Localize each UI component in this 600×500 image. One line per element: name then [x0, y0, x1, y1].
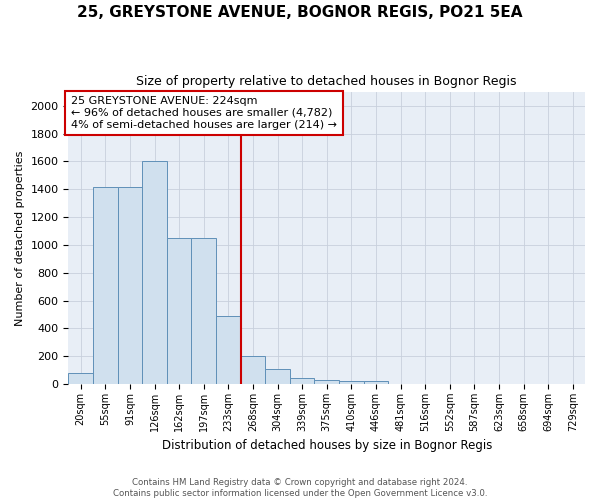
- Bar: [142, 162, 167, 384]
- X-axis label: Distribution of detached houses by size in Bognor Regis: Distribution of detached houses by size …: [161, 440, 492, 452]
- Text: 25, GREYSTONE AVENUE, BOGNOR REGIS, PO21 5EA: 25, GREYSTONE AVENUE, BOGNOR REGIS, PO21…: [77, 5, 523, 20]
- Bar: [191, 238, 216, 384]
- Text: Contains HM Land Registry data © Crown copyright and database right 2024.
Contai: Contains HM Land Registry data © Crown c…: [113, 478, 487, 498]
- Bar: [118, 186, 142, 384]
- Bar: [167, 238, 191, 384]
- Y-axis label: Number of detached properties: Number of detached properties: [15, 150, 25, 326]
- Bar: [216, 316, 241, 384]
- Bar: [93, 186, 118, 384]
- Text: 25 GREYSTONE AVENUE: 224sqm
← 96% of detached houses are smaller (4,782)
4% of s: 25 GREYSTONE AVENUE: 224sqm ← 96% of det…: [71, 96, 337, 130]
- Bar: [290, 378, 314, 384]
- Title: Size of property relative to detached houses in Bognor Regis: Size of property relative to detached ho…: [136, 75, 517, 88]
- Bar: [241, 356, 265, 384]
- Bar: [68, 373, 93, 384]
- Bar: [364, 381, 388, 384]
- Bar: [314, 380, 339, 384]
- Bar: [339, 381, 364, 384]
- Bar: [265, 370, 290, 384]
